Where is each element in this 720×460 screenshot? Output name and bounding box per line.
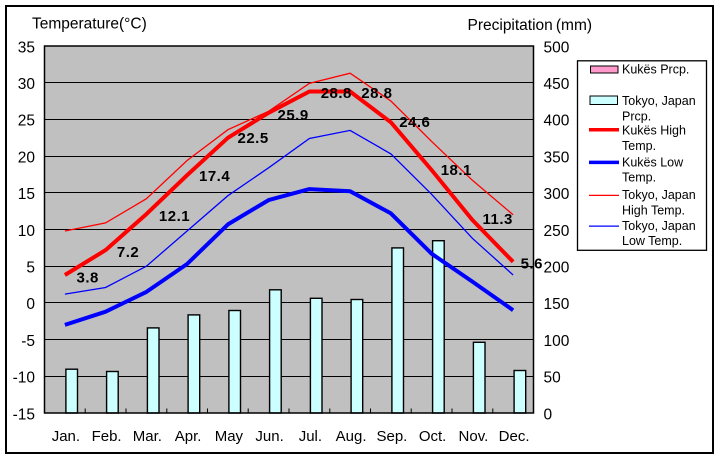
svg-text:24.6: 24.6 bbox=[399, 114, 430, 131]
svg-text:5.6: 5.6 bbox=[521, 255, 543, 272]
svg-text:18.1: 18.1 bbox=[441, 162, 472, 179]
svg-text:25.9: 25.9 bbox=[278, 107, 309, 124]
svg-text:22.5: 22.5 bbox=[238, 130, 269, 147]
svg-text:Low Temp.: Low Temp. bbox=[622, 234, 682, 248]
svg-text:Temp.: Temp. bbox=[622, 171, 656, 185]
svg-text:Oct.: Oct. bbox=[419, 428, 447, 445]
svg-text:20: 20 bbox=[18, 149, 36, 166]
svg-text:Temp.: Temp. bbox=[622, 139, 656, 153]
svg-text:30: 30 bbox=[18, 76, 36, 93]
svg-text:Temperature(°C): Temperature(°C) bbox=[32, 16, 147, 33]
svg-text:High Temp.: High Temp. bbox=[622, 204, 685, 218]
svg-text:12.1: 12.1 bbox=[159, 208, 190, 225]
svg-text:-10: -10 bbox=[13, 370, 36, 387]
svg-text:Prcp.: Prcp. bbox=[622, 110, 651, 124]
svg-text:Nov.: Nov. bbox=[459, 428, 489, 445]
svg-text:-5: -5 bbox=[21, 333, 35, 350]
svg-text:300: 300 bbox=[544, 186, 570, 203]
svg-text:50: 50 bbox=[544, 370, 562, 387]
svg-text:100: 100 bbox=[544, 333, 570, 350]
svg-text:Sep.: Sep. bbox=[376, 428, 407, 445]
svg-text:Kukës Low: Kukës Low bbox=[622, 156, 684, 170]
svg-text:Tokyo, Japan: Tokyo, Japan bbox=[622, 94, 696, 108]
svg-text:10: 10 bbox=[18, 223, 36, 240]
svg-text:150: 150 bbox=[544, 296, 570, 313]
svg-text:-15: -15 bbox=[13, 406, 35, 423]
svg-text:May: May bbox=[215, 428, 244, 445]
svg-text:28.8: 28.8 bbox=[361, 85, 392, 102]
svg-text:7.2: 7.2 bbox=[117, 244, 139, 261]
svg-text:35: 35 bbox=[18, 39, 35, 56]
svg-text:450: 450 bbox=[544, 76, 570, 93]
svg-text:500: 500 bbox=[544, 39, 570, 56]
svg-text:Jul.: Jul. bbox=[299, 428, 322, 445]
svg-text:Kukës High: Kukës High bbox=[622, 124, 686, 138]
svg-text:Mar.: Mar. bbox=[133, 428, 162, 445]
svg-text:Apr.: Apr. bbox=[175, 428, 202, 445]
svg-text:25: 25 bbox=[18, 113, 35, 130]
svg-text:Feb.: Feb. bbox=[92, 428, 122, 445]
svg-text:11.3: 11.3 bbox=[483, 211, 513, 228]
svg-text:0: 0 bbox=[26, 296, 35, 313]
svg-text:200: 200 bbox=[544, 260, 570, 277]
svg-text:400: 400 bbox=[544, 113, 570, 130]
svg-text:Kukës Prcp.: Kukës Prcp. bbox=[622, 63, 689, 77]
svg-text:Tokyo, Japan: Tokyo, Japan bbox=[622, 219, 696, 233]
svg-text:Jun.: Jun. bbox=[255, 428, 283, 445]
svg-text:Aug.: Aug. bbox=[336, 428, 367, 445]
svg-text:17.4: 17.4 bbox=[199, 168, 230, 185]
svg-text:350: 350 bbox=[544, 149, 570, 166]
svg-text:28.8: 28.8 bbox=[321, 85, 352, 102]
svg-text:Tokyo, Japan: Tokyo, Japan bbox=[622, 188, 696, 202]
svg-text:5: 5 bbox=[26, 260, 35, 277]
svg-text:Precipitation (mm): Precipitation (mm) bbox=[468, 17, 593, 34]
svg-text:250: 250 bbox=[544, 223, 570, 240]
svg-text:Jan.: Jan. bbox=[52, 428, 80, 445]
svg-text:0: 0 bbox=[544, 406, 553, 423]
svg-text:Dec.: Dec. bbox=[499, 428, 530, 445]
svg-text:15: 15 bbox=[18, 186, 35, 203]
svg-text:3.8: 3.8 bbox=[77, 269, 99, 286]
